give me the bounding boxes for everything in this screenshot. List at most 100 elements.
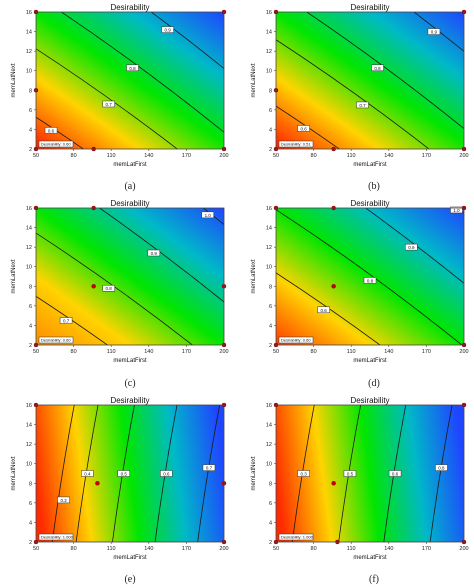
y-tick-label: 10 xyxy=(266,462,272,468)
y-tick-label: 2 xyxy=(269,147,272,153)
x-tick-label: 110 xyxy=(107,153,116,159)
contour-label: 0.7 xyxy=(63,319,70,324)
contour-label: 0.6 xyxy=(320,308,327,313)
x-tick-label: 200 xyxy=(459,349,468,355)
plot-frame xyxy=(275,404,465,543)
x-tick-label: 110 xyxy=(347,349,356,355)
y-tick-label: 6 xyxy=(269,108,272,114)
contour-label-box xyxy=(201,211,214,219)
contour-label: 0.8 xyxy=(374,66,381,71)
x-axis-label: memLatFirst xyxy=(353,162,387,168)
x-tick-label: 110 xyxy=(107,349,116,355)
contour-label: 0.8 xyxy=(106,286,113,291)
prediction-box xyxy=(38,140,74,148)
y-tick-label: 4 xyxy=(269,323,272,329)
y-tick-label: 16 xyxy=(266,10,272,16)
y-tick-label: 8 xyxy=(269,481,272,487)
contour-label-box xyxy=(59,317,73,324)
contour-label: 0.8 xyxy=(367,278,374,283)
contour-label-box xyxy=(450,206,463,214)
y-tick-label: 10 xyxy=(266,265,272,271)
y-tick-label: 10 xyxy=(266,69,272,75)
y-tick-label: 14 xyxy=(266,423,272,429)
x-tick-label: 140 xyxy=(384,349,393,355)
subfigure-label-e: (e) xyxy=(124,574,136,585)
x-tick-label: 110 xyxy=(347,546,356,552)
contour-line xyxy=(364,208,464,284)
y-tick-label: 14 xyxy=(26,30,32,36)
y-tick-label: 10 xyxy=(26,265,32,271)
y-tick-label: 12 xyxy=(26,245,32,251)
y-tick-label: 6 xyxy=(29,501,32,507)
contour-chart: Desirability 0.7 0.8 0.9 1.0 Desirability: 0.… xyxy=(11,199,229,364)
design-point xyxy=(95,481,100,486)
x-tick-label: 50 xyxy=(273,349,279,355)
x-tick-label: 200 xyxy=(219,349,228,355)
contour-lines xyxy=(36,12,224,149)
contour-chart: Desirability 0.6 0.7 0.8 0.9 Desirability: 0.… xyxy=(11,3,229,168)
contour-label-box xyxy=(371,64,384,72)
contour-line xyxy=(36,232,194,345)
contour-label: 0.6 xyxy=(163,472,170,477)
subfigure-label-d: (d) xyxy=(368,378,380,389)
x-tick-label: 170 xyxy=(182,546,191,552)
x-tick-label: 50 xyxy=(273,546,279,552)
y-tick-label: 12 xyxy=(26,49,32,55)
x-axis-label: memLatFirst xyxy=(353,555,387,561)
y-tick-label: 4 xyxy=(29,323,32,329)
y-tick-label: 2 xyxy=(29,343,32,349)
contour-line xyxy=(306,12,464,130)
y-tick-label: 4 xyxy=(29,520,32,526)
contour-label-box xyxy=(297,125,310,132)
contour-line xyxy=(276,39,430,149)
contour-label-box xyxy=(102,100,115,108)
contour-label: 0.6 xyxy=(300,126,307,131)
subfigure-label-b: (b) xyxy=(368,181,380,192)
x-axis-label: memLatFirst xyxy=(353,358,387,364)
y-axis-label: memLatNext xyxy=(251,63,257,97)
y-tick-label: 10 xyxy=(26,462,32,468)
y-tick-label: 14 xyxy=(266,226,272,232)
contour-lines xyxy=(276,12,464,149)
prediction-box xyxy=(38,336,74,344)
contour-line xyxy=(197,405,221,542)
contour-label: 0.4 xyxy=(84,472,91,477)
prediction-label: Desirability: 0.60 xyxy=(41,142,71,147)
contour-label-box xyxy=(435,464,448,471)
y-tick-label: 8 xyxy=(269,88,272,94)
chart-title: Desirability xyxy=(350,199,389,208)
contour-label-box xyxy=(363,277,377,284)
x-tick-label: 50 xyxy=(33,349,39,355)
y-tick-label: 16 xyxy=(266,403,272,409)
contour-line xyxy=(36,295,109,345)
y-axis-label: memLatNext xyxy=(11,259,17,293)
subfigure-label-a: (a) xyxy=(124,181,136,192)
contour-label: 0.7 xyxy=(359,103,366,108)
contour-line xyxy=(60,12,224,133)
contour-label: 0.6 xyxy=(48,128,55,133)
y-tick-label: 6 xyxy=(29,304,32,310)
y-tick-label: 12 xyxy=(266,49,272,55)
y-axis-label: memLatNext xyxy=(11,456,17,490)
y-axis-label: memLatNext xyxy=(11,63,17,97)
contour-label: 0.5 xyxy=(121,472,128,477)
contour-label-box xyxy=(297,470,310,477)
x-tick-label: 80 xyxy=(311,153,317,159)
y-tick-label: 8 xyxy=(29,481,32,487)
x-tick-label: 110 xyxy=(347,153,356,159)
design-point xyxy=(331,481,336,486)
y-tick-label: 12 xyxy=(266,442,272,448)
prediction-box xyxy=(278,140,314,148)
y-tick-label: 8 xyxy=(29,88,32,94)
x-tick-label: 140 xyxy=(144,546,153,552)
prediction-label: Desirability: 0.60 xyxy=(41,338,71,343)
x-tick-label: 50 xyxy=(33,546,39,552)
contour-label: 0.6 xyxy=(392,472,399,477)
x-tick-label: 80 xyxy=(311,349,317,355)
contour-label: 0.2 xyxy=(60,498,67,503)
contour-label-box xyxy=(161,26,174,33)
prediction-box xyxy=(38,533,74,541)
prediction-label: Desirability: 1.000 xyxy=(41,535,74,540)
design-point xyxy=(91,284,96,289)
